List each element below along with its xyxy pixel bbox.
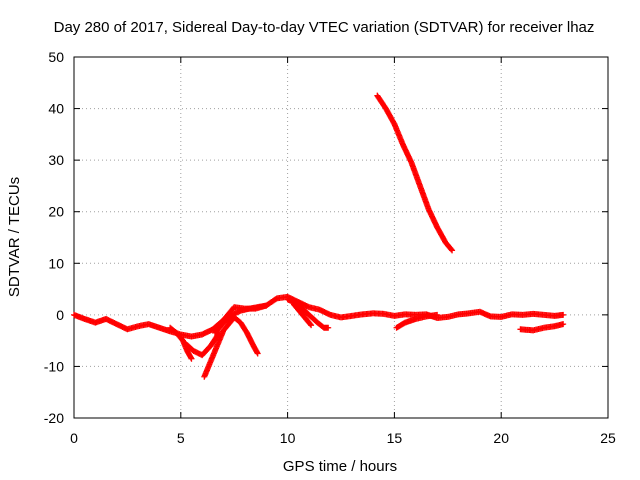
- data-point-marker: [325, 324, 332, 331]
- series-arc-c: [201, 314, 261, 380]
- series-short-arc-21: [517, 321, 567, 334]
- series-arc-a: [167, 324, 195, 362]
- data-point-marker: [560, 321, 567, 328]
- series-main-baseline: [71, 293, 567, 340]
- y-tick-label: 40: [48, 101, 64, 117]
- series-arc-d: [211, 302, 270, 336]
- y-tick-label: 10: [48, 255, 64, 271]
- y-tick-label: 20: [48, 204, 64, 220]
- x-tick-label: 25: [600, 430, 616, 446]
- series-arc-e: [284, 296, 332, 331]
- series-arc-f: [291, 301, 315, 329]
- data-point-marker: [188, 355, 195, 362]
- x-axis-label: GPS time / hours: [283, 458, 397, 475]
- data-point-marker: [263, 302, 270, 309]
- data-point-marker: [307, 321, 314, 328]
- y-tick-label: -20: [44, 410, 64, 426]
- x-tick-label: 10: [280, 430, 296, 446]
- y-tick-label: -10: [44, 358, 64, 374]
- grid: [74, 57, 608, 418]
- x-tick-label: 0: [70, 430, 78, 446]
- plot-frame: [73, 56, 609, 419]
- chart-title: Day 280 of 2017, Sidereal Day-to-day VTE…: [54, 19, 595, 36]
- data-point-marker: [448, 246, 455, 253]
- x-tick-label: 20: [493, 430, 509, 446]
- data-point-marker: [434, 311, 441, 318]
- data-point-marker: [560, 311, 567, 318]
- y-axis-label: SDTVAR / TECUs: [6, 177, 23, 297]
- series-short-arc-15: [393, 311, 441, 331]
- data-series: [71, 92, 567, 380]
- axis-ticks: 0 5 10 15 20 25 -20 -10 0 10 20 30 40 50: [44, 49, 616, 446]
- y-tick-label: 30: [48, 152, 64, 168]
- x-tick-label: 15: [387, 430, 403, 446]
- y-tick-label: 0: [56, 307, 64, 323]
- data-point-marker: [308, 322, 315, 329]
- data-point-marker: [449, 247, 456, 254]
- y-tick-label: 50: [48, 49, 64, 65]
- series-steep-decline: [374, 92, 456, 254]
- data-point-marker: [254, 350, 261, 357]
- x-tick-label: 5: [177, 430, 185, 446]
